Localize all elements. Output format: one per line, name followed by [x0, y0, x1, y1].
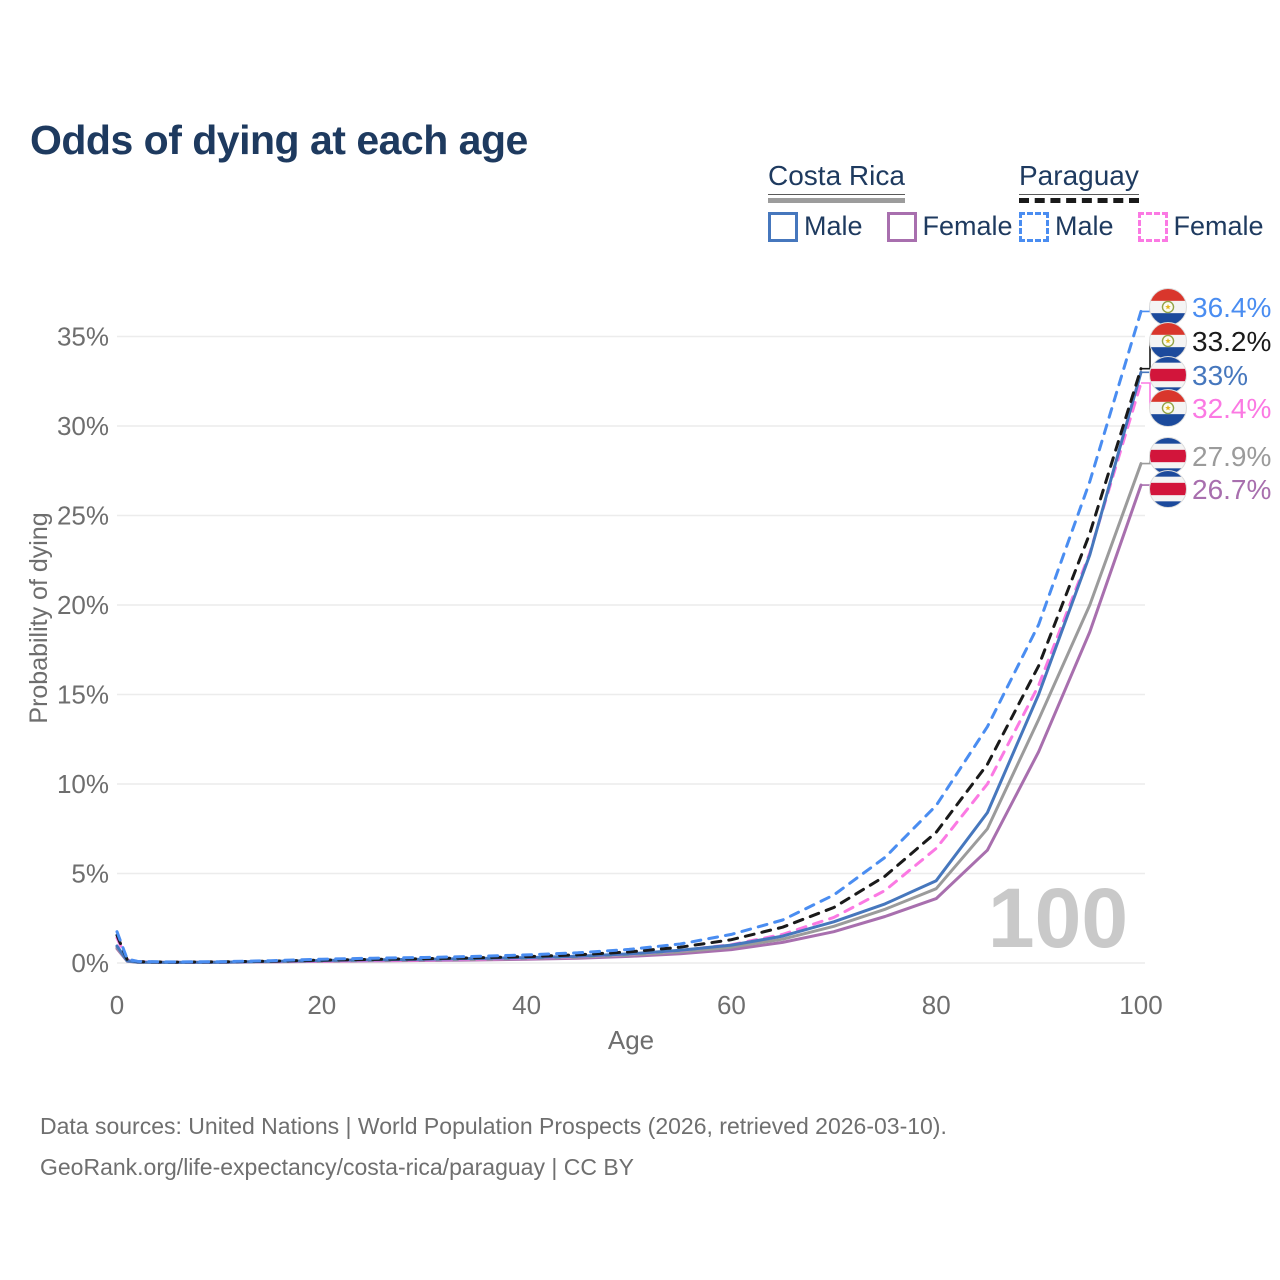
x-tick-label-0: 0	[110, 990, 124, 1020]
legend-country-costa-rica[interactable]: Costa Rica	[768, 160, 905, 203]
costa-rica-female-label: Female	[922, 211, 1013, 241]
end-label-paraguay-female: 32.4%	[1192, 393, 1271, 424]
legend-group-paraguay: Paraguay Male Female	[1019, 160, 1264, 242]
x-tick-label-20: 20	[307, 990, 336, 1020]
paraguay-line-style-swatch	[1019, 198, 1139, 203]
axis-labels-layer: 0% 5% 10% 15% 20% 25% 30% 35% 0 20 40 60 80 100	[57, 322, 1163, 1021]
end-label-costa-rica-male: 33%	[1192, 360, 1248, 391]
footer: Data sources: United Nations | World Pop…	[40, 1106, 947, 1188]
paraguay-male-swatch	[1019, 211, 1049, 242]
paraguay-male-label: Male	[1055, 211, 1114, 241]
y-tick-label-0-: 0%	[71, 948, 109, 978]
y-tick-label-10-: 10%	[57, 769, 109, 799]
y-tick-label-35-: 35%	[57, 322, 109, 352]
costa-rica-male-label: Male	[804, 211, 863, 241]
end-label-paraguay: 33.2%	[1192, 326, 1271, 357]
end-label-paraguay-male: 36.4%	[1192, 292, 1271, 323]
legend-country-paraguay[interactable]: Paraguay	[1019, 160, 1139, 203]
y-tick-label-30-: 30%	[57, 411, 109, 441]
y-tick-label-15-: 15%	[57, 680, 109, 710]
y-axis-title: Probability of dying	[25, 512, 53, 723]
series-line-paraguay-male	[115, 309, 1143, 964]
legend-item-costa-rica-female[interactable]: Female	[886, 211, 1013, 242]
x-tick-label-40: 40	[512, 990, 541, 1020]
age-watermark: 100	[988, 871, 1128, 965]
end-label-costa-rica-female: 26.7%	[1192, 474, 1271, 505]
footer-data-sources: Data sources: United Nations | World Pop…	[40, 1113, 947, 1139]
flag-icon-paraguay	[1149, 389, 1187, 427]
legend-country-costa-rica-label: Costa Rica	[768, 160, 905, 195]
paraguay-female-label: Female	[1173, 211, 1264, 241]
end-label-costa-rica: 27.9%	[1192, 441, 1271, 472]
y-tick-label-20-: 20%	[57, 590, 109, 620]
x-tick-label-80: 80	[922, 990, 951, 1020]
legend-group-costa-rica: Costa Rica Male Female	[768, 160, 1013, 242]
gridlines-layer	[117, 335, 1145, 964]
y-tick-label-5-: 5%	[71, 859, 109, 889]
legend-items-paraguay: Male Female	[1019, 211, 1264, 242]
legend-item-costa-rica-male[interactable]: Male	[768, 211, 863, 242]
end-labels-layer: 36.4%33.2%33%32.4% 27.9%26.7%	[1141, 288, 1271, 508]
flag-icon-paraguay	[1149, 288, 1187, 326]
legend-item-paraguay-male[interactable]: Male	[1019, 211, 1114, 242]
paraguay-female-swatch	[1137, 211, 1168, 242]
flag-icon-paraguay	[1149, 322, 1187, 360]
x-tick-label-60: 60	[717, 990, 746, 1020]
legend-country-paraguay-label: Paraguay	[1019, 160, 1139, 195]
footer-attribution: GeoRank.org/life-expectancy/costa-rica/p…	[40, 1154, 635, 1180]
x-axis-title: Age	[608, 1025, 654, 1055]
x-tick-label-100: 100	[1119, 990, 1162, 1020]
legend-items-costa-rica: Male Female	[768, 211, 1013, 242]
costa-rica-female-swatch	[886, 211, 917, 242]
costa-rica-line-style-swatch	[768, 198, 905, 203]
flag-icon-costa-rica	[1149, 470, 1187, 508]
y-tick-label-25-: 25%	[57, 501, 109, 531]
page-title: Odds of dying at each age	[30, 117, 528, 164]
series-lines-layer	[115, 309, 1143, 964]
legend-item-paraguay-female[interactable]: Female	[1137, 211, 1264, 242]
costa-rica-male-swatch	[768, 211, 798, 242]
